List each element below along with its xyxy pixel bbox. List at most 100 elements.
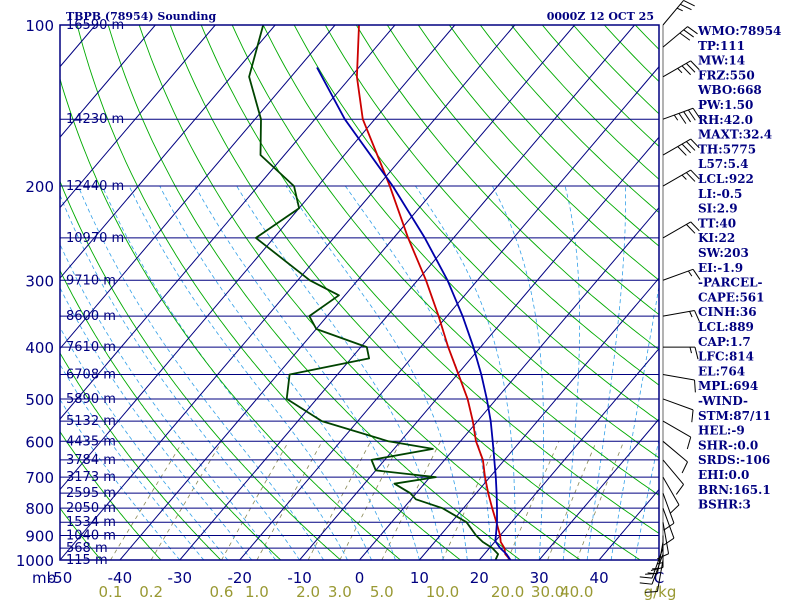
wind-barb bbox=[662, 310, 701, 323]
wind-barb-full bbox=[694, 346, 699, 360]
index-entry: RH:42.0 bbox=[698, 113, 753, 127]
index-entry: -WIND- bbox=[698, 394, 748, 408]
height-label: 5890 m bbox=[66, 392, 116, 407]
dry-adiabat bbox=[60, 507, 102, 560]
wind-barb-full bbox=[691, 409, 694, 423]
moist-adiabat bbox=[159, 185, 396, 560]
wind-barb-full bbox=[694, 310, 701, 323]
mixing-ratio-unit-label: g/kg bbox=[644, 583, 677, 600]
wind-barb-full bbox=[678, 113, 687, 124]
mixing-ratio-label: 0.2 bbox=[139, 583, 163, 600]
height-label: 2595 m bbox=[66, 486, 116, 501]
isotherm bbox=[478, 347, 659, 560]
temperature-tick-label: -50 bbox=[48, 569, 73, 587]
index-entry: LFC:814 bbox=[698, 350, 754, 364]
mixing-ratio-line bbox=[576, 441, 625, 560]
pressure-unit-label: mb bbox=[32, 569, 56, 587]
wind-barb-full bbox=[686, 224, 696, 234]
wind-barb-full bbox=[663, 522, 675, 531]
wind-barb-full bbox=[669, 504, 680, 514]
height-label: 9710 m bbox=[66, 273, 116, 288]
wind-barb-staff bbox=[662, 107, 694, 120]
index-entry: STM:87/11 bbox=[698, 409, 771, 423]
index-entry: KI:22 bbox=[698, 231, 735, 245]
height-label: 6708 m bbox=[66, 367, 116, 382]
wind-barb-staff bbox=[662, 310, 695, 317]
pressure-tick-label: 300 bbox=[25, 272, 54, 290]
moist-adiabat bbox=[415, 185, 516, 560]
temperature-tick-label: -10 bbox=[287, 569, 312, 587]
wind-barb-staff bbox=[662, 60, 691, 78]
dry-adiabat bbox=[107, 25, 522, 560]
wind-barb-full bbox=[690, 138, 700, 149]
index-entry: EHI:0.0 bbox=[698, 468, 749, 482]
pressure-tick-label: 500 bbox=[25, 391, 54, 409]
dry-adiabat bbox=[448, 25, 659, 247]
wind-barb-full bbox=[681, 461, 688, 474]
isotherm bbox=[60, 25, 396, 420]
wind-barb-full bbox=[686, 436, 692, 450]
wind-barb bbox=[657, 522, 670, 560]
mixing-ratio-label: 2.0 bbox=[296, 583, 320, 600]
temperature-unit-label: C bbox=[654, 569, 664, 587]
wind-barb-full bbox=[639, 582, 653, 585]
wind-barb-full bbox=[680, 3, 692, 11]
wind-barb-staff bbox=[662, 492, 675, 524]
index-entry: LCL:889 bbox=[698, 320, 754, 334]
mixing-ratio-line bbox=[381, 441, 441, 560]
index-entry: BSHR:3 bbox=[698, 498, 751, 512]
wind-barb-staff bbox=[662, 420, 691, 438]
wind-barb-full bbox=[657, 553, 669, 560]
mixing-ratio-label: 5.0 bbox=[370, 583, 394, 600]
isotherm bbox=[60, 25, 156, 138]
height-label: 14230 m bbox=[66, 112, 124, 127]
mixing-ratio-label: 20.0 bbox=[491, 583, 524, 600]
wind-barb-full bbox=[677, 146, 687, 156]
wind-barb-full bbox=[686, 62, 696, 73]
moist-adiabat bbox=[562, 186, 581, 560]
moist-adiabat bbox=[60, 243, 276, 560]
index-entry: SI:2.9 bbox=[698, 202, 738, 216]
pressure-tick-label: 800 bbox=[25, 500, 54, 518]
temperature-tick-label: 40 bbox=[590, 569, 609, 587]
moist-adiabat bbox=[586, 186, 626, 560]
index-entry: SHR-:0.0 bbox=[698, 438, 758, 452]
wind-barb-half bbox=[681, 174, 687, 180]
height-label: 1040 m bbox=[66, 529, 116, 544]
isotherm bbox=[359, 206, 659, 560]
wind-barb-full bbox=[639, 576, 653, 579]
wind-barb-full bbox=[683, 0, 695, 7]
dry-adiabat bbox=[60, 269, 282, 560]
temperature-tick-label: 10 bbox=[410, 569, 429, 587]
index-entry: TP:111 bbox=[698, 39, 745, 53]
wind-barb-full bbox=[686, 141, 696, 151]
height-label: 7610 m bbox=[66, 340, 116, 355]
wind-barb-half bbox=[676, 7, 683, 12]
wind-barb-full bbox=[645, 591, 658, 593]
wind-barb-half bbox=[689, 311, 693, 318]
height-label: 8600 m bbox=[66, 309, 116, 324]
mixing-ratio-label: 3.0 bbox=[328, 583, 352, 600]
index-entry: MW:14 bbox=[698, 54, 745, 68]
wind-barb-half bbox=[687, 270, 693, 277]
height-label: 568 m bbox=[66, 541, 108, 556]
wind-barb bbox=[663, 346, 699, 360]
wind-barb bbox=[662, 398, 694, 423]
wind-barb-half bbox=[689, 346, 692, 354]
wind-barb-half bbox=[673, 114, 679, 121]
wind-barb-full bbox=[679, 32, 691, 41]
mixing-ratio-label: 10.0 bbox=[426, 583, 459, 600]
index-entry: -PARCEL- bbox=[698, 276, 763, 290]
mixing-ratio-label: 0.6 bbox=[210, 583, 234, 600]
wind-barb-full bbox=[690, 221, 700, 232]
dry-adiabat bbox=[60, 430, 162, 560]
index-entry: PW:1.50 bbox=[698, 98, 753, 112]
mixing-ratio-line bbox=[307, 441, 372, 560]
wind-barb-full bbox=[694, 379, 696, 393]
dewpoint-trace bbox=[248, 25, 499, 560]
index-entry: SW:203 bbox=[698, 246, 749, 260]
wind-barb-full bbox=[663, 537, 675, 546]
height-label: 1534 m bbox=[66, 515, 116, 530]
wind-barb bbox=[662, 420, 692, 450]
mixing-ratio-label: 0.1 bbox=[99, 583, 123, 600]
